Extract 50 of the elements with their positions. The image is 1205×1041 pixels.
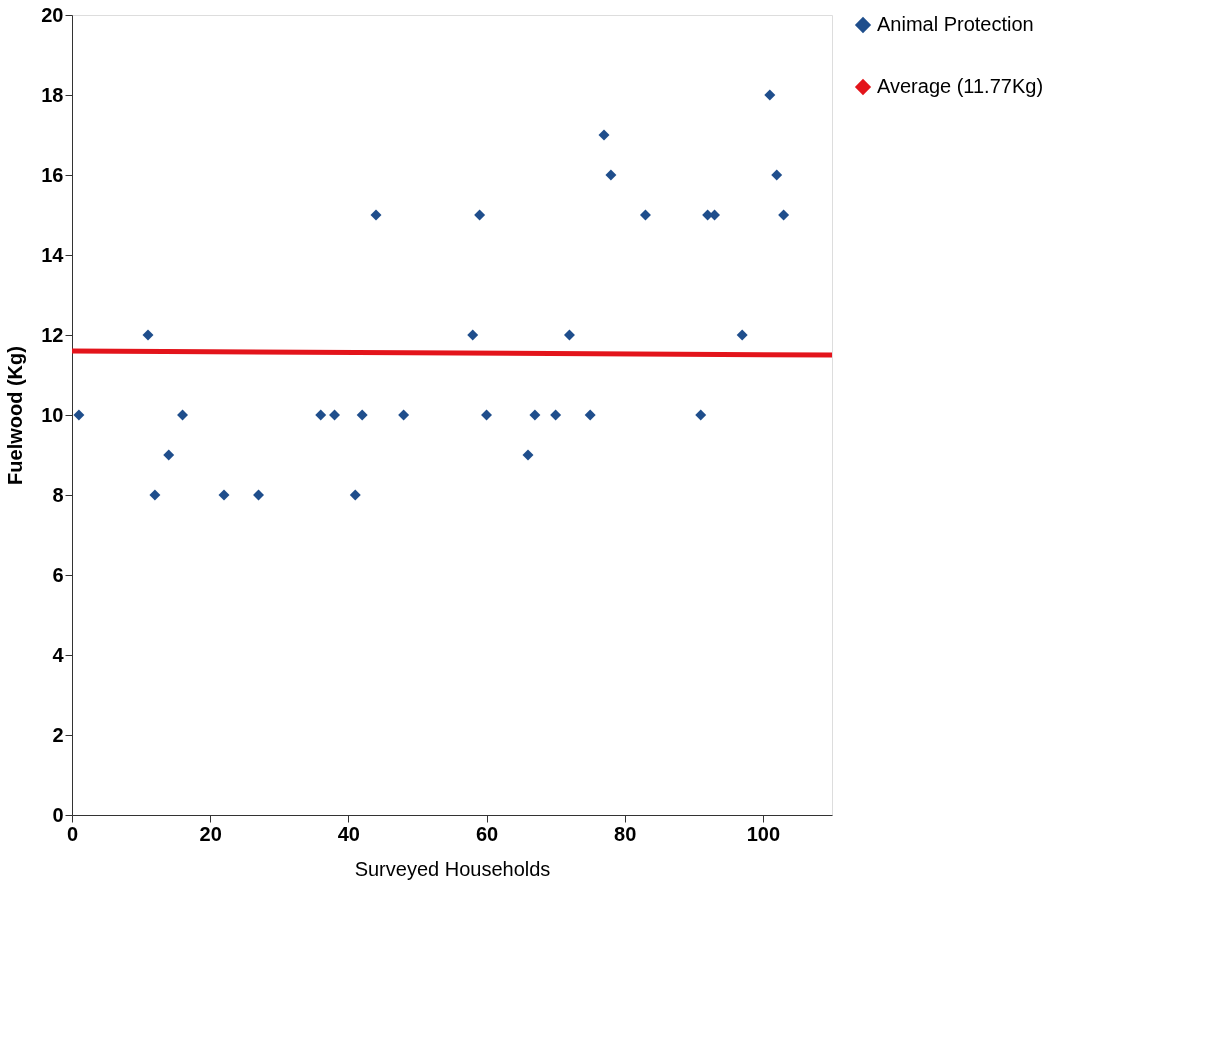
- x-tick-label: 80: [614, 822, 637, 845]
- y-tick-label: 16: [41, 163, 64, 186]
- point: [481, 409, 493, 421]
- point: [584, 409, 596, 421]
- x-tick-label: 20: [199, 822, 222, 845]
- y-tick-label: 10: [41, 403, 64, 426]
- point: [550, 409, 562, 421]
- point: [695, 409, 707, 421]
- point: [177, 409, 189, 421]
- point: [474, 209, 486, 221]
- x-tick-label: 100: [746, 822, 781, 845]
- point: [142, 329, 154, 341]
- point: [349, 489, 361, 501]
- point: [771, 169, 783, 181]
- point: [639, 209, 651, 221]
- y-tick-label: 20: [41, 3, 64, 26]
- point: [370, 209, 382, 221]
- x-tick-label: 40: [337, 822, 360, 845]
- point: [467, 329, 479, 341]
- x-tick-label: 0: [66, 822, 79, 845]
- point: [315, 409, 327, 421]
- point: [149, 489, 161, 501]
- point: [253, 489, 265, 501]
- point: [736, 329, 748, 341]
- point: [356, 409, 368, 421]
- y-tick-label: 12: [41, 323, 64, 346]
- point: [163, 449, 175, 461]
- x-axis-title: Surveyed Households: [354, 857, 551, 880]
- legend-label: Animal Protection: [877, 13, 1034, 35]
- point: [563, 329, 575, 341]
- y-tick-label: 0: [52, 803, 64, 826]
- y-tick-label: 14: [41, 243, 65, 266]
- y-tick-label: 8: [52, 483, 64, 506]
- point: [398, 409, 410, 421]
- x-tick-label: 60: [475, 822, 499, 845]
- y-axis-title: Fuelwood (Kg): [4, 346, 27, 485]
- point: [598, 129, 610, 141]
- point: [778, 209, 790, 221]
- y-tick-label: 18: [41, 83, 64, 106]
- point: [73, 409, 85, 421]
- y-tick-label: 4: [52, 643, 65, 666]
- point: [522, 449, 534, 461]
- point: [529, 409, 541, 421]
- point: [764, 89, 776, 101]
- y-tick-label: 6: [52, 563, 64, 586]
- legend-label: Average (11.77Kg): [877, 75, 1044, 97]
- point: [605, 169, 617, 181]
- point: [218, 489, 230, 501]
- point: [329, 409, 341, 421]
- y-tick-label: 2: [52, 723, 64, 746]
